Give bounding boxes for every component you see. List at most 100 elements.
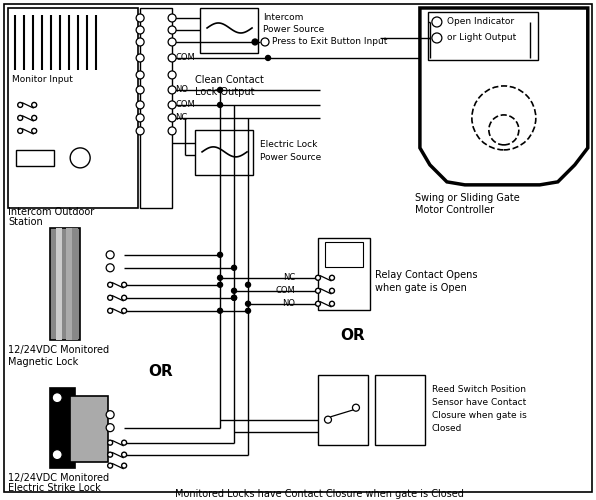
- Text: Electric Strike Lock: Electric Strike Lock: [8, 482, 101, 492]
- Text: Electric Lock: Electric Lock: [260, 140, 318, 149]
- Bar: [50, 388, 75, 468]
- Text: or Light Output: or Light Output: [447, 34, 516, 42]
- Text: Press to Exit Button Input: Press to Exit Button Input: [272, 38, 387, 46]
- Circle shape: [136, 114, 144, 122]
- Text: COM: COM: [275, 286, 295, 296]
- Circle shape: [18, 128, 23, 134]
- Circle shape: [315, 288, 321, 294]
- Circle shape: [122, 296, 126, 300]
- Polygon shape: [420, 8, 588, 185]
- Text: when gate is Open: when gate is Open: [375, 283, 467, 293]
- Text: NO: NO: [282, 300, 295, 308]
- Bar: [66, 228, 72, 340]
- Circle shape: [106, 410, 114, 418]
- Text: Station: Station: [8, 217, 43, 227]
- Circle shape: [106, 251, 114, 259]
- Circle shape: [315, 302, 321, 306]
- Bar: [318, 374, 368, 444]
- Text: COM: COM: [175, 54, 195, 62]
- Bar: [200, 8, 258, 53]
- Text: OR: OR: [148, 364, 173, 379]
- Text: Closure when gate is: Closure when gate is: [432, 411, 527, 420]
- Bar: [70, 396, 108, 462]
- Circle shape: [168, 86, 176, 94]
- Circle shape: [232, 266, 237, 270]
- Circle shape: [136, 71, 144, 79]
- Text: Sensor have Contact: Sensor have Contact: [432, 398, 526, 407]
- Bar: [140, 8, 172, 208]
- Circle shape: [136, 54, 144, 62]
- Circle shape: [106, 424, 114, 432]
- Bar: [56, 228, 62, 340]
- Circle shape: [136, 86, 144, 94]
- Circle shape: [324, 416, 331, 423]
- Circle shape: [122, 463, 126, 468]
- Circle shape: [136, 14, 144, 22]
- Bar: [195, 130, 253, 175]
- Text: Reed Switch Position: Reed Switch Position: [432, 385, 526, 394]
- Circle shape: [432, 33, 442, 43]
- Circle shape: [330, 276, 334, 280]
- Text: Motor Controller: Motor Controller: [415, 205, 494, 215]
- Text: Clean Contact: Clean Contact: [195, 75, 264, 85]
- Circle shape: [352, 404, 359, 411]
- Circle shape: [122, 282, 126, 288]
- Circle shape: [218, 276, 222, 280]
- Circle shape: [218, 252, 222, 258]
- Circle shape: [232, 296, 237, 300]
- Circle shape: [246, 308, 250, 314]
- Bar: [428, 12, 538, 60]
- Circle shape: [168, 71, 176, 79]
- Text: Closed: Closed: [432, 424, 462, 433]
- Text: 12/24VDC Monitored: 12/24VDC Monitored: [8, 344, 109, 354]
- Circle shape: [106, 264, 114, 272]
- Text: OR: OR: [340, 328, 365, 343]
- Text: NC: NC: [283, 274, 295, 282]
- Circle shape: [18, 116, 23, 120]
- Text: Power Source: Power Source: [263, 26, 324, 35]
- Text: Power Source: Power Source: [260, 154, 321, 162]
- Circle shape: [108, 463, 113, 468]
- Bar: [50, 228, 80, 340]
- Text: Monitor Input: Monitor Input: [12, 76, 73, 84]
- Circle shape: [32, 116, 37, 120]
- Text: Intercom: Intercom: [263, 14, 303, 22]
- Circle shape: [122, 308, 126, 314]
- Circle shape: [246, 302, 250, 306]
- Text: Monitored Locks have Contact Closure when gate is Closed: Monitored Locks have Contact Closure whe…: [175, 488, 464, 498]
- Circle shape: [330, 288, 334, 294]
- Circle shape: [330, 302, 334, 306]
- Circle shape: [168, 38, 176, 46]
- Circle shape: [70, 148, 90, 168]
- Circle shape: [218, 102, 222, 108]
- Circle shape: [432, 17, 442, 27]
- Text: NC: NC: [175, 114, 187, 122]
- Circle shape: [136, 101, 144, 109]
- Circle shape: [136, 26, 144, 34]
- Circle shape: [108, 282, 113, 288]
- Text: COM: COM: [175, 100, 195, 110]
- Circle shape: [168, 127, 176, 135]
- Circle shape: [252, 39, 258, 45]
- Circle shape: [261, 38, 269, 46]
- Circle shape: [136, 38, 144, 46]
- Circle shape: [168, 101, 176, 109]
- Text: Lock Output: Lock Output: [195, 87, 254, 97]
- Circle shape: [108, 452, 113, 457]
- Circle shape: [32, 128, 37, 134]
- Text: Open Indicator: Open Indicator: [447, 18, 514, 26]
- Bar: [8, 8, 138, 208]
- Bar: [325, 242, 363, 267]
- Circle shape: [218, 308, 222, 314]
- Circle shape: [168, 14, 176, 22]
- Text: Swing or Sliding Gate: Swing or Sliding Gate: [415, 193, 520, 203]
- Text: Intercom Outdoor: Intercom Outdoor: [8, 207, 95, 217]
- Circle shape: [315, 276, 321, 280]
- Text: 12/24VDC Monitored: 12/24VDC Monitored: [8, 472, 109, 482]
- Circle shape: [218, 88, 222, 92]
- Bar: [16, 150, 54, 166]
- Circle shape: [18, 102, 23, 108]
- Circle shape: [108, 296, 113, 300]
- Circle shape: [218, 282, 222, 288]
- Circle shape: [168, 54, 176, 62]
